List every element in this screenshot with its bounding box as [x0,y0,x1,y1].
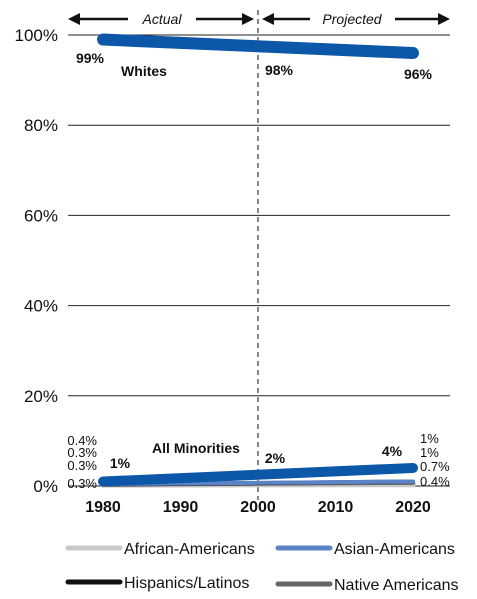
arrow-head [438,13,450,25]
legend-label-native-americans: Native Americans [334,577,459,594]
data-label: 2% [265,450,286,466]
end-label-left: 0.3% [67,445,97,460]
series-line-whites [97,33,419,60]
data-label: 96% [404,66,433,82]
x-tick-label: 1980 [85,499,121,516]
end-label-right: 0.4% [420,474,450,489]
data-label: 1% [110,455,131,471]
x-tick-label: 2000 [240,499,276,516]
data-label: 98% [265,62,294,78]
legend: African-Americans Asian-Americans Hispanic… [65,541,459,594]
series-label-whites: Whites [121,63,167,79]
end-label-right: 0.7% [420,459,450,474]
arrow-head [262,13,274,25]
x-tick-label: 1990 [163,499,199,516]
end-label-right: 1% [420,445,439,460]
series-line-all-minorities [98,462,418,487]
x-axis-ticks: 1980 1990 2000 2010 2020 [85,499,431,516]
period-label-actual: Actual [142,11,183,27]
y-tick-label: 100% [15,26,58,45]
legend-label-asian-americans: Asian-Americans [334,541,455,558]
arrow-head [68,13,80,25]
series-lines [97,33,419,488]
y-tick-label: 40% [24,297,58,316]
arrow-head [242,13,254,25]
x-tick-label: 2020 [395,499,431,516]
end-label-left: 0.3% [67,476,97,491]
y-tick-label: 80% [24,116,58,135]
period-label-projected: Projected [322,11,382,27]
gridlines [68,34,450,487]
end-label-left: 0.3% [67,458,97,473]
end-label-right: 1% [420,431,439,446]
y-tick-label: 0% [33,477,58,496]
end-label-left: 0.4% [67,433,97,448]
x-tick-label: 2010 [318,499,354,516]
data-label: 99% [76,50,105,66]
period-arrows: Actual Projected [68,11,450,27]
legend-label-hispanics-latinos: Hispanics/Latinos [124,575,249,592]
data-label: 4% [382,443,403,459]
legend-label-african-americans: African-Americans [124,541,255,558]
y-axis-ticks: 0% 20% 40% 60% 80% 100% [15,26,58,496]
y-tick-label: 60% [24,206,58,225]
y-tick-label: 20% [24,387,58,406]
series-label-all-minorities: All Minorities [152,440,240,456]
